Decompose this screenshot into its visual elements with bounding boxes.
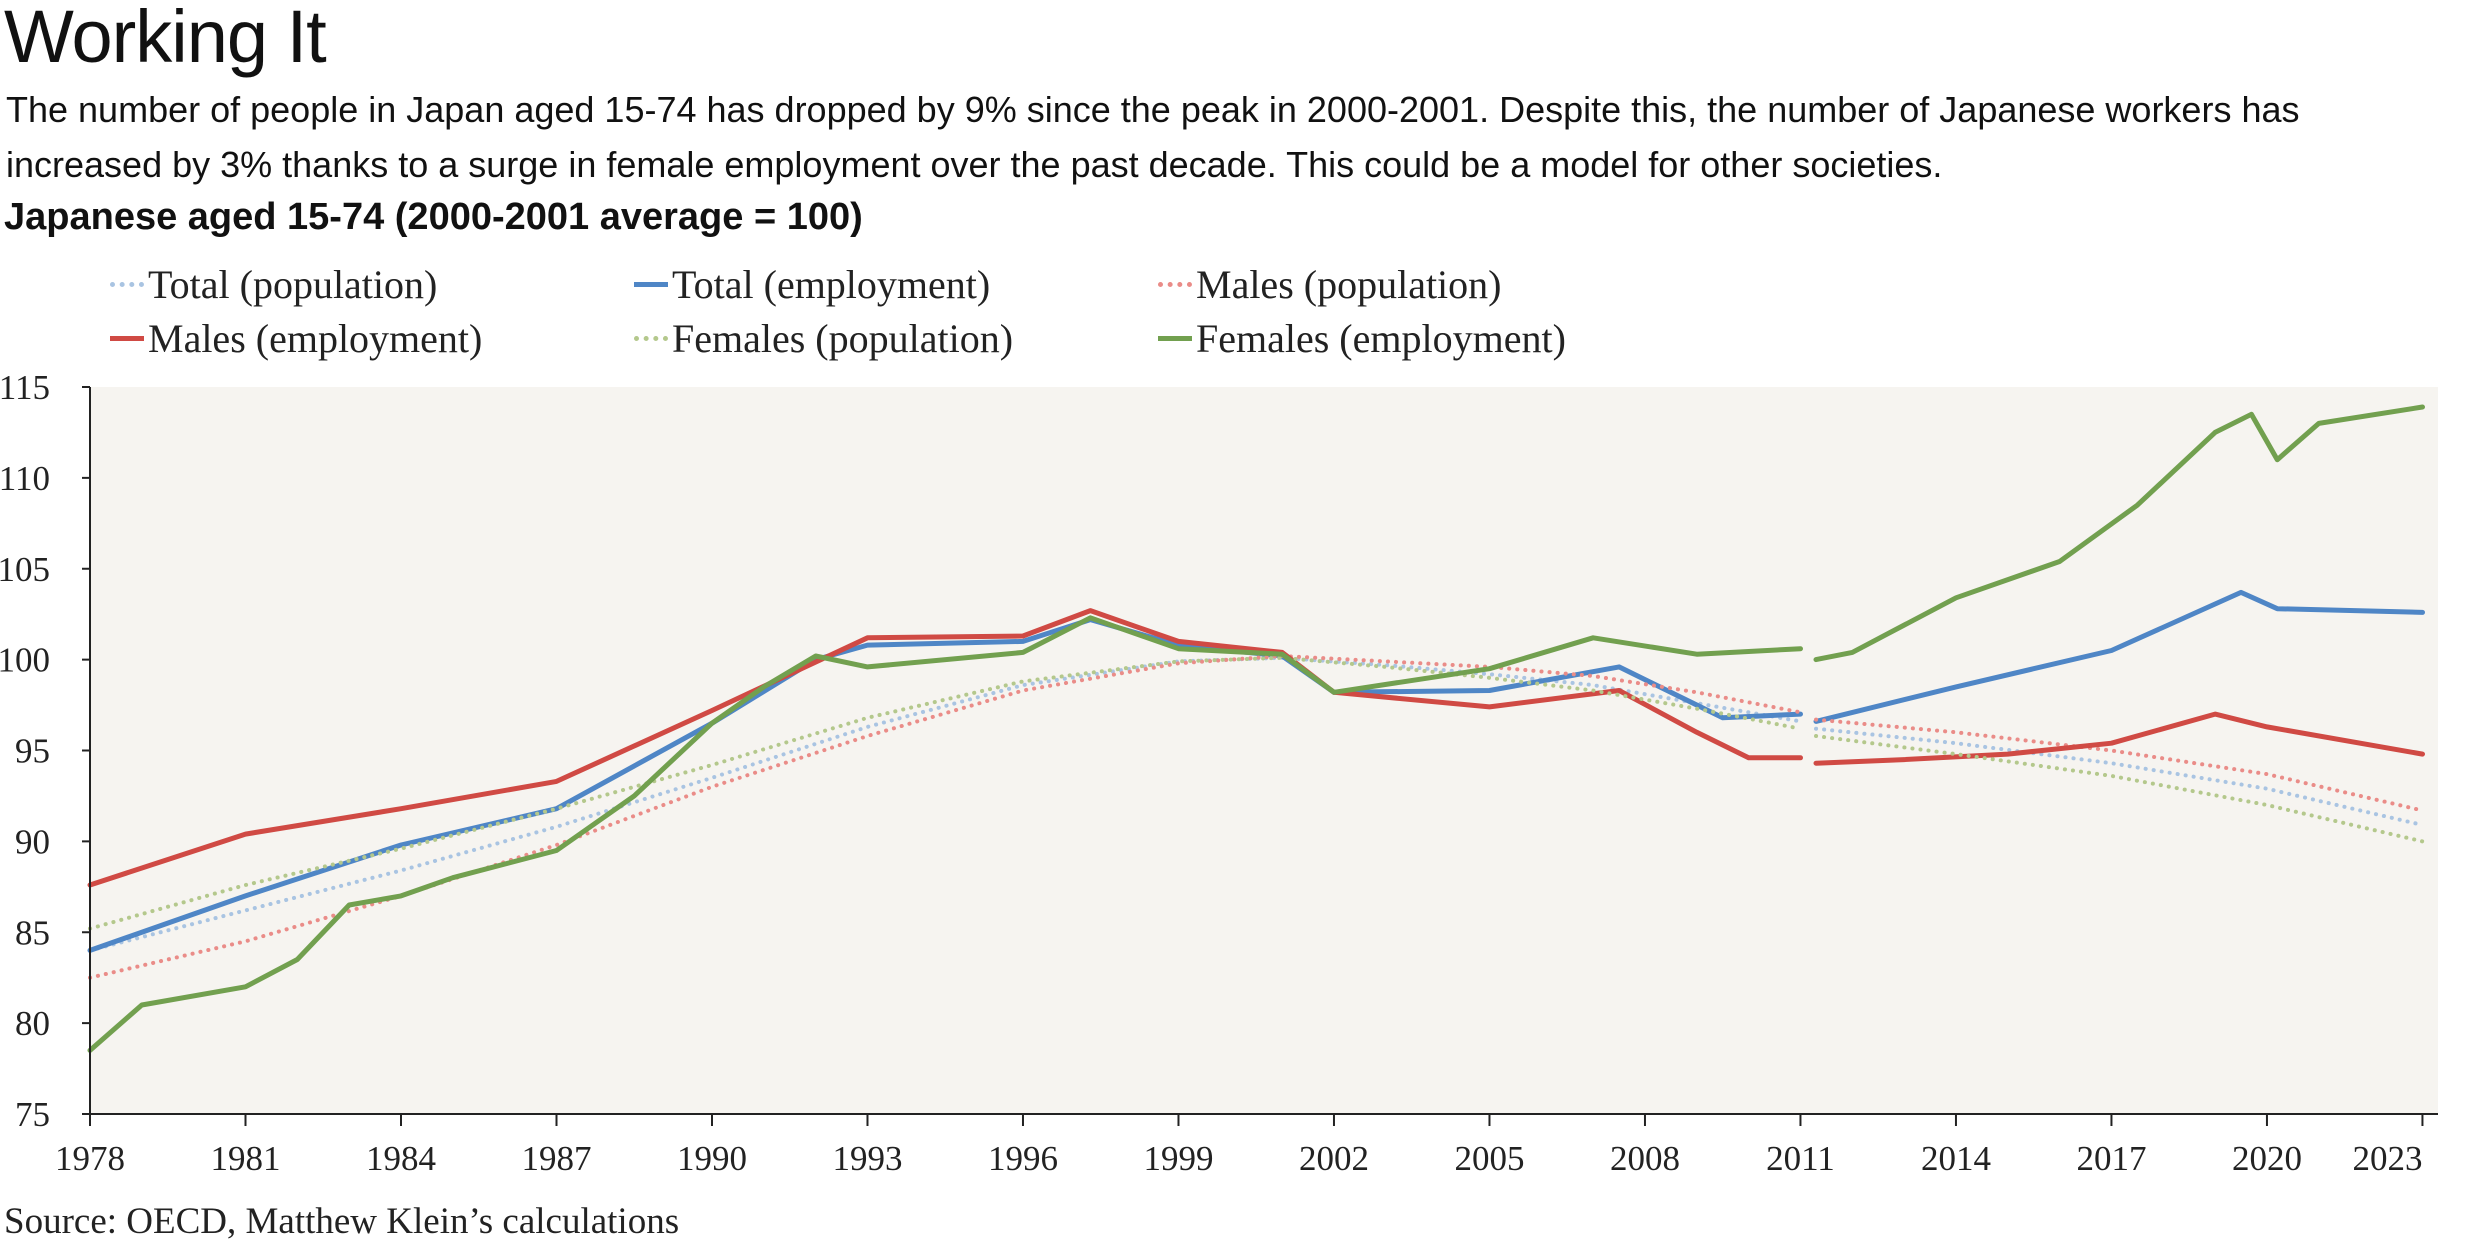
legend-item-females-population: Females (population) <box>634 312 1013 364</box>
y-tick-label: 80 <box>15 1004 50 1043</box>
series-line-3-segment-1 <box>1813 711 2425 766</box>
x-tick-label: 1978 <box>55 1139 125 1178</box>
legend-label: Females (population) <box>672 315 1014 361</box>
series-line-5-segment-0 <box>87 615 1803 1053</box>
chart-title: Japanese aged 15-74 (2000-2001 average =… <box>4 196 863 238</box>
legend-item-males-employment: Males (employment) <box>110 312 482 364</box>
y-tick-label: 105 <box>0 550 50 589</box>
legend-item-total-employment: Total (employment) <box>634 258 990 310</box>
plot-area <box>90 387 2438 1114</box>
series-line-4-segment-0 <box>88 655 1803 931</box>
y-tick-label: 95 <box>15 732 50 771</box>
legend-label: Males (population) <box>1196 261 1502 307</box>
y-tick-label: 75 <box>15 1095 50 1134</box>
x-tick-label: 2017 <box>2076 1139 2146 1178</box>
y-tick-label: 115 <box>0 370 50 407</box>
y-tick-label: 85 <box>15 913 50 952</box>
line-chart: 1978 1981 1984 1987 1990 1993 1996 1999 2002 2005… <box>0 370 2438 1178</box>
legend-item-females-employment: Females (employment) <box>1158 312 1566 364</box>
x-tick-label: 2002 <box>1299 1139 1369 1178</box>
x-tick-label: 1993 <box>832 1139 902 1178</box>
series-line-1-segment-0 <box>87 617 1803 953</box>
y-tick-label: 100 <box>0 641 50 680</box>
series-line-0-segment-0 <box>88 655 1803 953</box>
series-line-5-segment-1 <box>1813 404 2425 663</box>
legend-swatch-females-population <box>634 335 668 341</box>
legend-item-males-population: Males (population) <box>1158 258 1502 310</box>
x-tick-label: 2023 <box>2352 1139 2422 1178</box>
legend-label: Total (population) <box>148 261 438 307</box>
series-line-1-segment-1 <box>1813 589 2425 724</box>
legend-swatch-females-employment <box>1158 335 1192 341</box>
x-tick-label: 2014 <box>1921 1139 1991 1178</box>
legend: Total (population) Total (employment) Ma… <box>0 258 2468 368</box>
chart-subtitle: The number of people in Japan aged 15-74… <box>6 89 2300 185</box>
x-tick-label: 2011 <box>1766 1139 1835 1178</box>
legend-item-total-population: Total (population) <box>110 258 437 310</box>
x-tick-label: 1990 <box>677 1139 747 1178</box>
legend-label: Females (employment) <box>1196 315 1566 361</box>
chart-main-title: Working It <box>4 0 327 78</box>
legend-swatch-males-employment <box>110 335 144 341</box>
legend-swatch-total-employment <box>634 281 668 287</box>
legend-label: Total (employment) <box>672 261 991 307</box>
x-tick-label: 2020 <box>2232 1139 2302 1178</box>
x-tick-label: 1981 <box>210 1139 280 1178</box>
source-note: Source: OECD, Matthew Klein’s calculatio… <box>4 1201 680 1242</box>
legend-label: Males (employment) <box>148 315 483 361</box>
series-line-0-segment-1 <box>1814 726 2425 827</box>
series-line-4-segment-1 <box>1814 734 2425 844</box>
series-line-3-segment-0 <box>87 608 1803 888</box>
x-tick-label: 1999 <box>1143 1139 1213 1178</box>
legend-swatch-males-population <box>1158 281 1192 287</box>
x-tick-label: 1987 <box>521 1139 591 1178</box>
x-tick-label: 2005 <box>1454 1139 1524 1178</box>
x-tick-label: 2008 <box>1610 1139 1680 1178</box>
x-tick-label: 1984 <box>366 1139 436 1178</box>
legend-swatch-total-population <box>110 281 144 287</box>
y-tick-label: 90 <box>15 822 50 861</box>
y-tick-label: 110 <box>0 459 50 498</box>
x-tick-label: 1996 <box>988 1139 1058 1178</box>
